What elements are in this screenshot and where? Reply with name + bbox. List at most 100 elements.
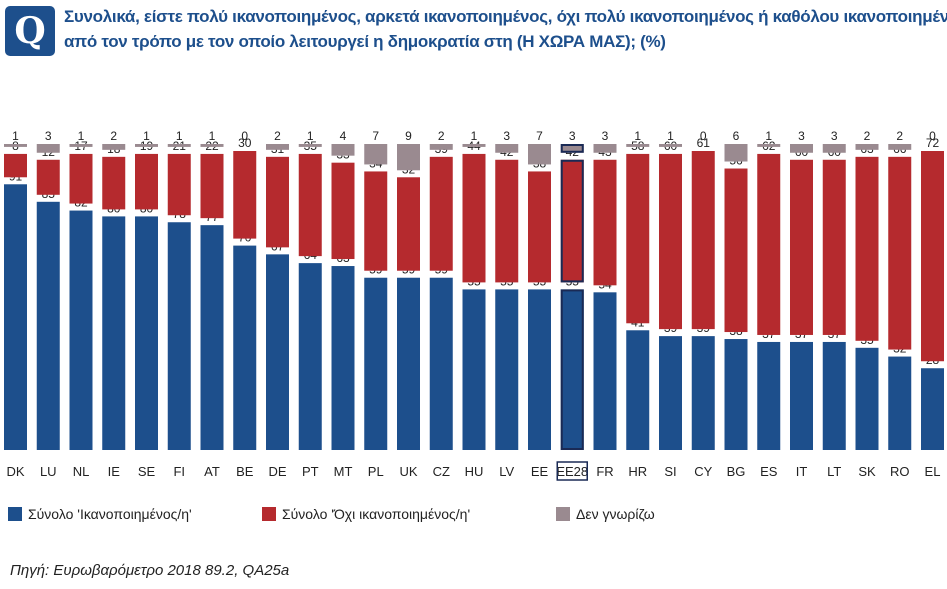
data-label-not-satisfied-cy: 61 (697, 136, 711, 150)
bar-dont-know-nl (69, 144, 93, 147)
chart-title-line-2: από τον τρόπο με τον οποίο λειτουργεί η … (64, 32, 666, 51)
x-tick-label-fi: FI (173, 464, 185, 479)
highlight-outline-dont-know-ee28 (560, 144, 584, 153)
x-tick-label-hu: HU (465, 464, 484, 479)
x-tick-label-cy: CY (694, 464, 712, 479)
bar-satisfied-cz (429, 277, 453, 450)
data-label-dont-know-fr: 3 (602, 129, 609, 143)
bar-satisfied-nl (69, 210, 93, 450)
data-label-dont-know-lv: 3 (503, 129, 510, 143)
stacked-bar-chart: 9181DK85123LU82171NL80182IE80191SE78211F… (4, 129, 944, 481)
x-tick-label-ie: IE (108, 464, 121, 479)
data-label-dont-know-es: 1 (765, 129, 772, 143)
data-label-dont-know-cz: 2 (438, 129, 445, 143)
data-label-dont-know-pt: 1 (307, 129, 314, 143)
data-label-dont-know-fi: 1 (176, 129, 183, 143)
data-label-dont-know-el: 0 (929, 129, 936, 143)
bar-not-satisfied-sk (855, 156, 879, 341)
bar-dont-know-hr (626, 144, 650, 147)
bar-satisfied-sk (855, 347, 879, 450)
data-label-not-satisfied-be: 30 (238, 136, 252, 150)
bar-not-satisfied-pl (364, 171, 388, 271)
bar-dont-know-at (200, 144, 224, 147)
bar-not-satisfied-cy (691, 151, 715, 330)
bar-not-satisfied-se (135, 153, 158, 210)
data-label-dont-know-lu: 3 (45, 129, 52, 143)
bar-not-satisfied-nl (69, 153, 93, 204)
chart-title: Συνολικά, είστε πολύ ικανοποιημένος, αρκ… (64, 4, 947, 54)
question-badge: Q (5, 6, 55, 56)
x-tick-label-es: ES (760, 464, 778, 479)
x-tick-label-uk: UK (399, 464, 417, 479)
data-label-dont-know-hu: 1 (471, 129, 478, 143)
bar-dont-know-bg (724, 144, 748, 162)
bar-not-satisfied-ie (102, 156, 126, 210)
x-tick-label-lv: LV (499, 464, 514, 479)
bar-dont-know-uk (397, 144, 420, 171)
bar-not-satisfied-si (659, 153, 682, 330)
bar-not-satisfied-be (233, 151, 257, 239)
x-tick-label-be: BE (236, 464, 254, 479)
bar-satisfied-hu (462, 289, 486, 450)
legend-swatch-dont-know (556, 507, 570, 521)
bar-dont-know-se (135, 144, 158, 147)
bar-satisfied-es (757, 341, 781, 450)
bar-satisfied-hr (626, 330, 650, 450)
bar-dont-know-it (790, 144, 813, 153)
data-label-not-satisfied-el: 72 (926, 136, 940, 150)
bar-not-satisfied-lt (822, 159, 846, 335)
data-label-dont-know-hr: 1 (634, 129, 641, 143)
bar-dont-know-pt (298, 144, 322, 147)
bar-dont-know-ro (888, 144, 912, 150)
x-tick-label-nl: NL (73, 464, 90, 479)
x-tick-label-sk: SK (858, 464, 876, 479)
x-tick-label-lu: LU (40, 464, 57, 479)
bar-satisfied-be (233, 245, 257, 450)
bar-not-satisfied-de (266, 156, 289, 248)
legend-item-satisfied: Σύνολο 'Ικανοποιημένος/η' (8, 506, 192, 522)
bar-satisfied-pl (364, 277, 388, 450)
data-label-dont-know-sk: 2 (864, 129, 871, 143)
bar-dont-know-de (266, 144, 289, 150)
x-tick-label-pl: PL (368, 464, 384, 479)
legend-swatch-not-satisfied (262, 507, 276, 521)
x-tick-label-lt: LT (827, 464, 841, 479)
data-label-dont-know-mt: 4 (340, 129, 347, 143)
data-label-dont-know-cy: 0 (700, 129, 707, 143)
legend-item-dont-know: Δεν γνωρίζω (556, 506, 655, 522)
bar-satisfied-mt (331, 266, 355, 450)
x-tick-label-fr: FR (596, 464, 613, 479)
bar-satisfied-uk (397, 277, 420, 450)
bar-not-satisfied-fr (593, 159, 617, 286)
x-tick-label-cz: CZ (433, 464, 450, 479)
bar-satisfied-cy (691, 336, 715, 450)
source-note: Πηγή: Ευρωβαρόμετρο 2018 89.2, QA25a (10, 562, 290, 579)
bar-dont-know-ie (102, 144, 126, 150)
bar-dont-know-es (757, 144, 781, 147)
legend-label-satisfied: Σύνολο 'Ικανοποιημένος/η' (28, 506, 192, 522)
data-label-dont-know-it: 3 (798, 129, 805, 143)
data-label-dont-know-de: 2 (274, 129, 281, 143)
x-tick-label-ee: EE (531, 464, 549, 479)
bar-not-satisfied-lv (495, 159, 519, 283)
highlight-outline-not-satisfied-ee28 (560, 159, 584, 283)
x-tick-label-de: DE (268, 464, 286, 479)
data-label-dont-know-nl: 1 (78, 129, 85, 143)
x-tick-label-mt: MT (334, 464, 353, 479)
data-label-dont-know-ro: 2 (896, 129, 903, 143)
bar-dont-know-cz (429, 144, 453, 150)
data-label-dont-know-uk: 9 (405, 129, 412, 143)
x-tick-label-at: AT (204, 464, 220, 479)
bar-satisfied-el (921, 368, 944, 450)
bar-satisfied-lu (36, 201, 60, 450)
data-label-dont-know-lt: 3 (831, 129, 838, 143)
legend-label-not-satisfied: Σύνολο 'Όχι ικανοποιημένος/η' (282, 506, 471, 522)
bar-not-satisfied-cz (429, 156, 453, 271)
bar-satisfied-se (135, 216, 158, 450)
data-label-dont-know-ee: 7 (536, 129, 543, 143)
question-badge-letter: Q (14, 10, 46, 52)
bar-dont-know-si (659, 144, 682, 147)
bar-satisfied-si (659, 336, 682, 450)
legend-label-dont-know: Δεν γνωρίζω (576, 506, 655, 522)
data-label-dont-know-pl: 7 (372, 129, 379, 143)
